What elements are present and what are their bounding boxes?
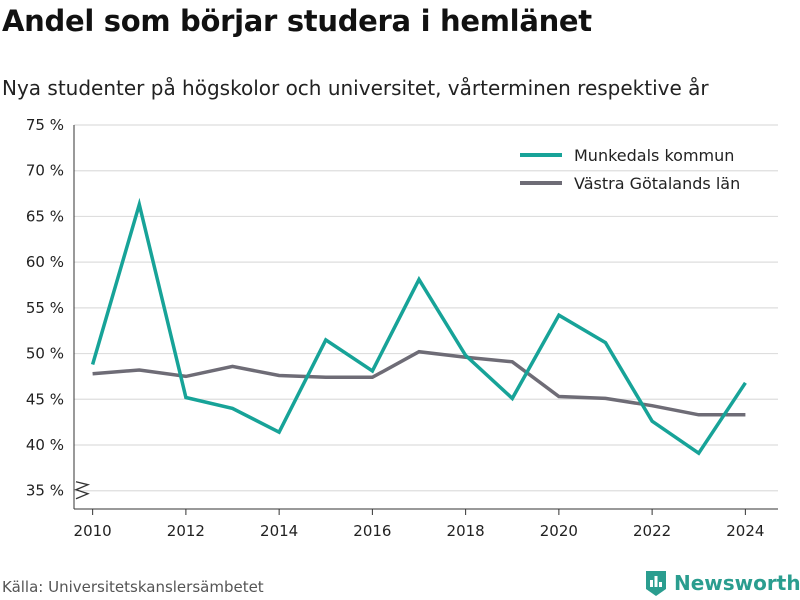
y-tick-label: 40 % bbox=[26, 436, 64, 454]
y-tick-label: 75 % bbox=[26, 116, 64, 134]
y-tick-label: 35 % bbox=[26, 482, 64, 500]
series-line-vastra-gotaland bbox=[92, 349, 746, 417]
y-tick-label: 50 % bbox=[26, 345, 64, 363]
bar-chart-logo-icon bbox=[646, 571, 666, 596]
y-tick-label: 55 % bbox=[26, 299, 64, 317]
x-tick-label: 2024 bbox=[726, 522, 764, 540]
series-line-munkedal bbox=[90, 197, 747, 456]
brand-logo: Newsworthy bbox=[644, 568, 800, 598]
legend-label: Västra Götalands län bbox=[574, 174, 740, 193]
x-tick-label: 2018 bbox=[447, 522, 485, 540]
brand-name: Newsworthy bbox=[674, 571, 800, 595]
legend-label: Munkedals kommun bbox=[574, 146, 734, 165]
axis-break-icon bbox=[74, 481, 91, 500]
y-tick-label: 70 % bbox=[26, 162, 64, 180]
y-tick-label: 60 % bbox=[26, 253, 64, 271]
chart-title: Andel som börjar studera i hemlänet bbox=[2, 4, 592, 38]
y-tick-label: 45 % bbox=[26, 390, 64, 408]
x-tick-label: 2022 bbox=[633, 522, 671, 540]
y-tick-label: 65 % bbox=[26, 207, 64, 225]
x-tick-label: 2010 bbox=[74, 522, 112, 540]
x-tick-label: 2014 bbox=[260, 522, 298, 540]
x-tick-label: 2016 bbox=[353, 522, 391, 540]
source-note: Källa: Universitetskanslersämbetet bbox=[2, 578, 264, 596]
x-tick-label: 2020 bbox=[540, 522, 578, 540]
x-tick-label: 2012 bbox=[167, 522, 205, 540]
chart-subtitle: Nya studenter på högskolor och universit… bbox=[2, 76, 709, 100]
